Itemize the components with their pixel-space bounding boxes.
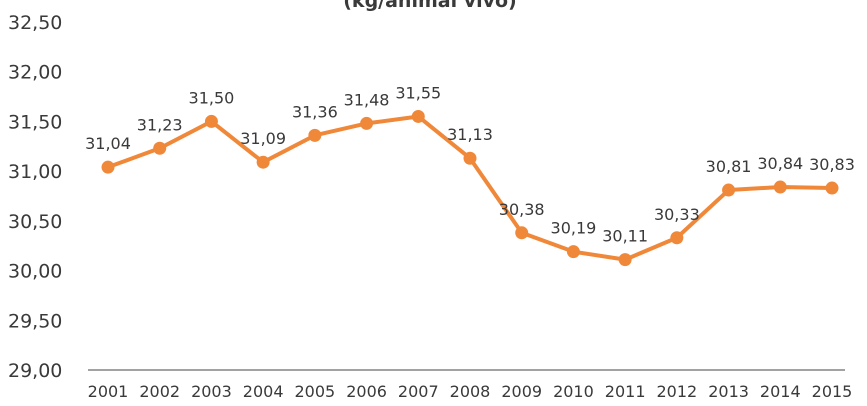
point: [825, 181, 839, 195]
x-tick-label: 2013: [708, 382, 749, 401]
x-tick-label: 2004: [243, 382, 284, 401]
point: [773, 180, 787, 194]
x-tick-label: 2012: [656, 382, 697, 401]
data-label: 31,36: [292, 102, 338, 121]
point: [515, 226, 529, 240]
data-label: 30,33: [654, 205, 700, 224]
data-label: 31,13: [447, 125, 493, 144]
y-tick-label: 31,00: [8, 161, 62, 183]
data-label: 31,55: [395, 83, 441, 102]
y-tick-label: 32,50: [8, 12, 62, 34]
data-label: 31,50: [189, 88, 235, 107]
point: [101, 160, 115, 174]
x-tick-label: 2001: [88, 382, 129, 401]
point: [566, 245, 580, 259]
point: [360, 116, 374, 130]
x-tick-label: 2011: [605, 382, 646, 401]
y-tick-label: 29,00: [8, 360, 62, 382]
point: [153, 141, 167, 155]
chart-title: (kg/animal vivo): [343, 0, 517, 12]
x-tick-label: 2002: [139, 382, 180, 401]
x-tick-label: 2009: [501, 382, 542, 401]
data-label: 30,38: [499, 200, 545, 219]
point: [256, 155, 270, 169]
data-label: 30,84: [757, 154, 803, 173]
point: [463, 151, 477, 165]
data-label: 31,48: [344, 90, 390, 109]
x-tick-label: 2014: [760, 382, 801, 401]
point: [411, 109, 425, 123]
x-tick-label: 2010: [553, 382, 594, 401]
point: [670, 231, 684, 245]
y-tick-label: 29,50: [8, 310, 62, 332]
x-tick-label: 2007: [398, 382, 439, 401]
x-tick-label: 2015: [812, 382, 853, 401]
data-label: 30,19: [551, 219, 597, 238]
x-tick-label: 2003: [191, 382, 232, 401]
data-label: 31,23: [137, 115, 183, 134]
x-tick-label: 2008: [450, 382, 491, 401]
point: [618, 253, 632, 267]
point: [204, 114, 218, 128]
data-label: 30,11: [602, 227, 648, 246]
data-label: 30,81: [706, 157, 752, 176]
y-tick-label: 31,50: [8, 111, 62, 133]
x-tick-label: 2005: [294, 382, 335, 401]
data-label: 31,04: [85, 134, 131, 153]
data-label: 30,83: [809, 155, 855, 174]
point: [308, 128, 322, 142]
point: [722, 183, 736, 197]
data-label: 31,09: [240, 129, 286, 148]
y-tick-label: 30,50: [8, 211, 62, 233]
x-tick-label: 2006: [346, 382, 387, 401]
y-tick-label: 32,00: [8, 62, 62, 84]
y-tick-label: 30,00: [8, 261, 62, 283]
